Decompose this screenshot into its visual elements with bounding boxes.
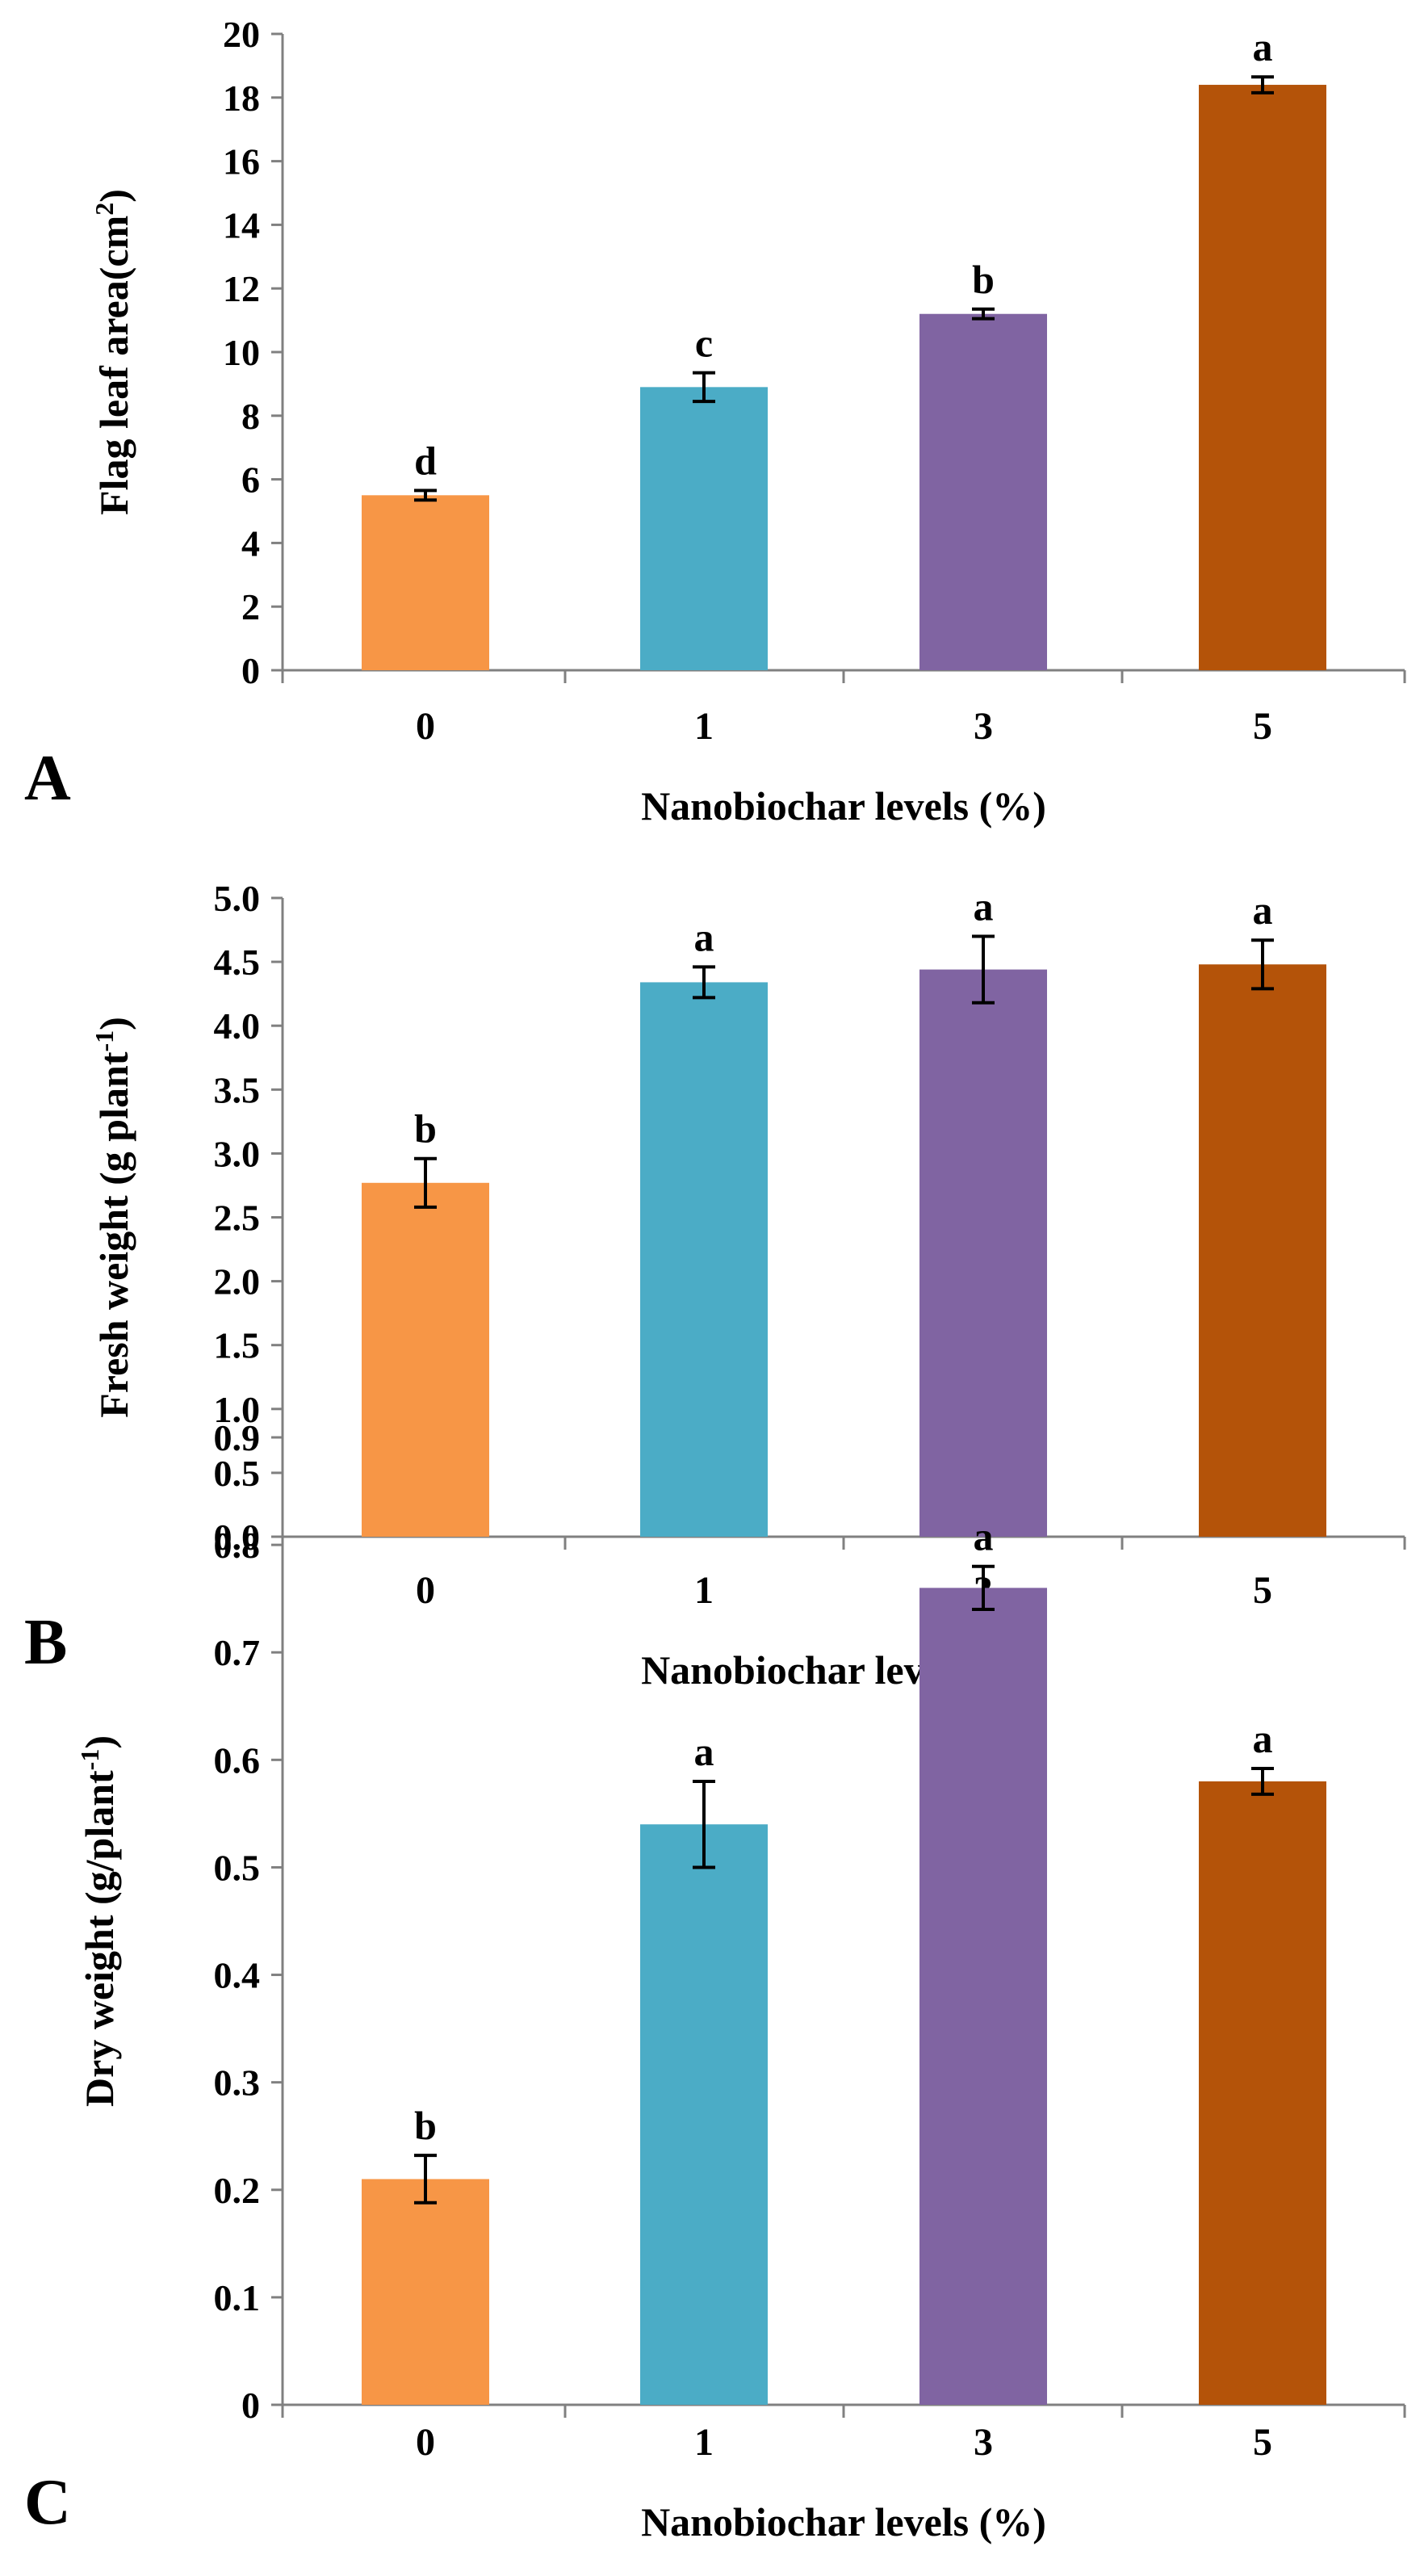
error-bar-1	[693, 371, 715, 404]
bar-3	[919, 969, 1047, 1537]
significance-letter: a	[974, 883, 994, 929]
y-tick-label: 0	[241, 2385, 260, 2426]
error-bar-0	[414, 489, 437, 502]
x-axis-label: Nanobiochar levels (%)	[641, 2499, 1046, 2545]
y-tick-label: 16	[223, 141, 260, 183]
y-tick-label: 0.3	[214, 2062, 261, 2104]
y-tick-label: 4.0	[214, 1005, 261, 1047]
significance-letter: a	[1253, 1716, 1273, 1761]
significance-letter: b	[414, 2103, 437, 2148]
y-tick-label: 0.0	[214, 1517, 261, 1558]
significance-letter: a	[694, 1729, 714, 1774]
y-tick-label: 0.4	[214, 1955, 261, 1996]
x-category-label: 0	[416, 2421, 435, 2464]
error-bar-1	[693, 1779, 715, 1869]
y-tick-label: 3.5	[214, 1069, 261, 1110]
bar-0	[362, 2179, 489, 2405]
y-tick-label: 12	[223, 268, 260, 309]
error-bar-5	[1251, 1766, 1274, 1796]
significance-letter: c	[695, 321, 713, 366]
significance-letter: a	[1253, 24, 1273, 69]
significance-letter: b	[972, 257, 995, 302]
x-category-label: 1	[694, 1569, 714, 1612]
y-tick-label: 3.0	[214, 1133, 261, 1174]
y-axis-label: Flag leaf area(cm2)	[90, 189, 136, 515]
y-tick-label: 1.5	[214, 1325, 261, 1366]
x-category-label: 1	[694, 705, 714, 748]
bar-1	[640, 982, 768, 1537]
y-tick-label: 1.0	[214, 1389, 261, 1430]
y-tick-label: 0	[241, 650, 260, 691]
error-bar-3	[972, 1564, 995, 1611]
x-category-label: 3	[974, 705, 993, 748]
y-tick-label: 0.7	[214, 1632, 261, 1673]
significance-letter: a	[974, 1514, 994, 1559]
y-tick-label: 2.0	[214, 1261, 261, 1303]
y-tick-label: 4.5	[214, 942, 261, 983]
y-tick-label: 6	[241, 459, 260, 501]
significance-letter: d	[414, 438, 437, 483]
x-category-label: 0	[416, 1569, 435, 1612]
y-tick-label: 0.8	[214, 1525, 261, 1566]
y-tick-label: 0.6	[214, 1739, 261, 1781]
x-category-label: 1	[694, 2421, 714, 2464]
y-tick-label: 0.5	[214, 1453, 261, 1494]
y-tick-label: 5.0	[214, 878, 261, 919]
bar-0	[362, 495, 489, 670]
significance-letter: a	[1253, 887, 1273, 933]
y-tick-label: 2	[241, 586, 260, 627]
error-bar-0	[414, 2154, 437, 2205]
significance-letter: a	[694, 914, 714, 959]
x-category-label: 5	[1253, 2421, 1272, 2464]
y-tick-label: 0.2	[214, 2170, 261, 2211]
error-bar-1	[693, 965, 715, 1000]
error-bar-3	[972, 934, 995, 1005]
y-tick-label: 18	[223, 78, 260, 119]
panel-letter: B	[24, 1607, 67, 1678]
y-axis-label: Fresh weight (g plant-1)	[90, 1017, 136, 1418]
x-category-label: 3	[974, 2421, 993, 2464]
y-tick-label: 4	[241, 522, 260, 564]
y-tick-label: 2.5	[214, 1198, 261, 1239]
bar-5	[1199, 964, 1326, 1537]
panel-a: 0 2 4 6 8 10 12 14 16 18 20 d 0 c 1 b 3 a 5 Nanobiochar lev…	[24, 14, 1406, 829]
y-tick-label: 0.1	[214, 2277, 261, 2318]
x-axis-label: Nanobiochar levels (%)	[641, 783, 1046, 829]
x-category-label: 5	[1253, 705, 1272, 748]
panel-c: 0 0.1 0.2 0.3 0.4 0.5 0.6 0.7 0.8 0.9 b 0 a 1 a 3 a 5 Nano…	[24, 1417, 1406, 2545]
y-tick-label: 0.5	[214, 1847, 261, 1888]
error-bar-5	[1251, 75, 1274, 94]
y-tick-label: 0.9	[214, 1417, 261, 1458]
bar-0	[362, 1182, 489, 1537]
error-bar-0	[414, 1156, 437, 1209]
panel-b: 0.00.51.01.52.02.53.03.54.04.55.0b0a1a3a…	[24, 878, 1406, 1693]
y-tick-label: 14	[223, 204, 260, 245]
y-tick-label: 10	[223, 332, 260, 373]
bar-1	[640, 1824, 768, 2405]
y-tick-label: 8	[241, 396, 260, 437]
bar-3	[919, 313, 1047, 670]
y-tick-label: 20	[223, 14, 260, 55]
error-bar-5	[1251, 938, 1274, 991]
bar-5	[1199, 85, 1326, 671]
bar-5	[1199, 1781, 1326, 2405]
x-category-label: 0	[416, 705, 435, 748]
y-axis-label: Dry weight (g/plant-1)	[75, 1735, 122, 2107]
x-category-label: 5	[1253, 1569, 1272, 1612]
bar-1	[640, 387, 768, 670]
bar-3	[919, 1588, 1047, 2405]
significance-letter: b	[414, 1106, 437, 1152]
panel-letter: A	[24, 743, 71, 814]
error-bar-3	[972, 307, 995, 321]
panel-letter: C	[24, 2467, 71, 2538]
